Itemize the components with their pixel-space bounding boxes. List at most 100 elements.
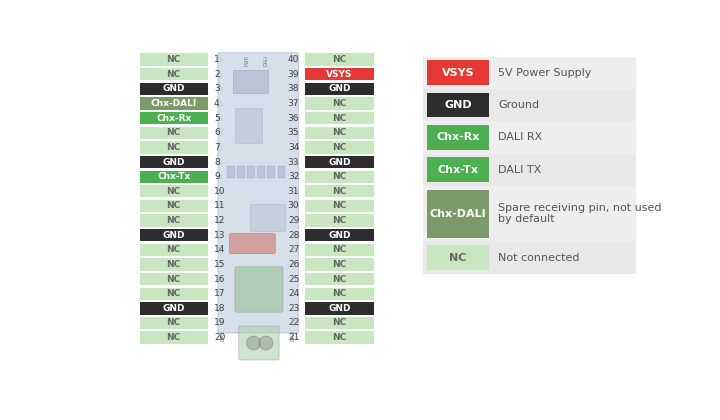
Text: 30: 30 xyxy=(288,202,300,210)
Text: 39: 39 xyxy=(288,70,300,79)
Bar xyxy=(218,131,222,135)
Bar xyxy=(294,292,299,296)
Bar xyxy=(258,166,265,178)
Bar xyxy=(294,336,299,340)
Text: 4: 4 xyxy=(214,99,220,108)
Bar xyxy=(423,186,636,241)
Text: 6: 6 xyxy=(214,128,220,137)
Text: NC: NC xyxy=(333,260,346,269)
Bar xyxy=(294,73,299,76)
Bar xyxy=(140,214,208,227)
Bar xyxy=(248,166,255,178)
Bar xyxy=(140,185,208,197)
Text: NC: NC xyxy=(166,318,181,328)
Bar xyxy=(294,102,299,106)
Text: 24: 24 xyxy=(288,289,300,298)
Bar xyxy=(140,112,208,124)
Bar xyxy=(423,57,636,89)
Bar xyxy=(294,278,299,281)
Bar xyxy=(427,245,489,270)
Text: 31: 31 xyxy=(288,187,300,196)
Bar xyxy=(294,219,299,223)
Text: NC: NC xyxy=(333,114,346,123)
Text: 15: 15 xyxy=(214,260,225,269)
Bar xyxy=(305,53,374,66)
Bar xyxy=(294,307,299,311)
Bar xyxy=(218,175,222,179)
Bar xyxy=(294,190,299,194)
Text: NC: NC xyxy=(166,143,181,152)
Bar xyxy=(305,83,374,95)
Bar xyxy=(251,205,285,231)
Text: Spare receiving pin, not used
by default: Spare receiving pin, not used by default xyxy=(498,203,662,224)
Text: 5: 5 xyxy=(214,114,220,123)
Bar xyxy=(305,68,374,80)
Bar xyxy=(218,263,222,267)
Bar xyxy=(294,175,299,179)
Text: NC: NC xyxy=(166,55,181,64)
Bar xyxy=(294,205,299,208)
Bar xyxy=(218,190,222,194)
Text: 18: 18 xyxy=(214,304,225,313)
Text: NC: NC xyxy=(166,202,181,210)
Bar xyxy=(140,200,208,212)
Text: GND: GND xyxy=(328,231,351,240)
Text: VSYS: VSYS xyxy=(326,70,353,79)
Text: NC: NC xyxy=(166,275,181,284)
Bar xyxy=(294,160,299,164)
Bar xyxy=(140,156,208,168)
Bar xyxy=(294,117,299,121)
Bar xyxy=(427,60,489,85)
Text: PWR: PWR xyxy=(244,55,249,66)
Text: DA2: DA2 xyxy=(291,330,295,341)
Text: DA1: DA1 xyxy=(221,330,226,341)
Text: NC: NC xyxy=(333,187,346,196)
Bar xyxy=(218,205,222,208)
Bar xyxy=(218,278,222,281)
Bar xyxy=(305,214,374,227)
Bar xyxy=(140,83,208,95)
Bar xyxy=(294,87,299,91)
Bar xyxy=(423,89,636,121)
Text: 14: 14 xyxy=(214,245,225,255)
Bar xyxy=(423,121,636,154)
Text: NC: NC xyxy=(333,289,346,298)
Text: 27: 27 xyxy=(288,245,300,255)
Bar xyxy=(140,302,208,315)
Bar xyxy=(140,288,208,300)
Text: 13: 13 xyxy=(214,231,225,240)
Text: NC: NC xyxy=(333,202,346,210)
Text: GND: GND xyxy=(328,158,351,167)
Text: 2: 2 xyxy=(214,70,220,79)
Bar xyxy=(305,317,374,329)
Text: GND: GND xyxy=(163,231,185,240)
Text: 26: 26 xyxy=(288,260,300,269)
Text: Chx-DALI: Chx-DALI xyxy=(150,99,197,108)
Text: 17: 17 xyxy=(214,289,225,298)
Bar xyxy=(305,156,374,168)
Text: NC: NC xyxy=(166,70,181,79)
Text: NC: NC xyxy=(166,289,181,298)
Bar xyxy=(140,331,208,344)
Bar xyxy=(140,317,208,329)
Text: 34: 34 xyxy=(288,143,300,152)
Text: Chx-Tx: Chx-Tx xyxy=(157,172,190,181)
Bar xyxy=(423,241,636,274)
Text: NC: NC xyxy=(166,260,181,269)
Text: 33: 33 xyxy=(288,158,300,167)
Text: NC: NC xyxy=(166,128,181,137)
Bar xyxy=(140,126,208,139)
Text: NC: NC xyxy=(333,245,346,255)
Text: NC: NC xyxy=(166,245,181,255)
Bar xyxy=(305,273,374,285)
Circle shape xyxy=(259,336,273,350)
Bar xyxy=(305,258,374,270)
Text: NC: NC xyxy=(333,318,346,328)
Text: NC: NC xyxy=(333,55,346,64)
Bar xyxy=(294,146,299,150)
Bar xyxy=(140,68,208,80)
Text: DALI: DALI xyxy=(264,55,269,66)
Bar xyxy=(218,307,222,311)
Bar xyxy=(218,336,222,340)
Text: NC: NC xyxy=(333,275,346,284)
